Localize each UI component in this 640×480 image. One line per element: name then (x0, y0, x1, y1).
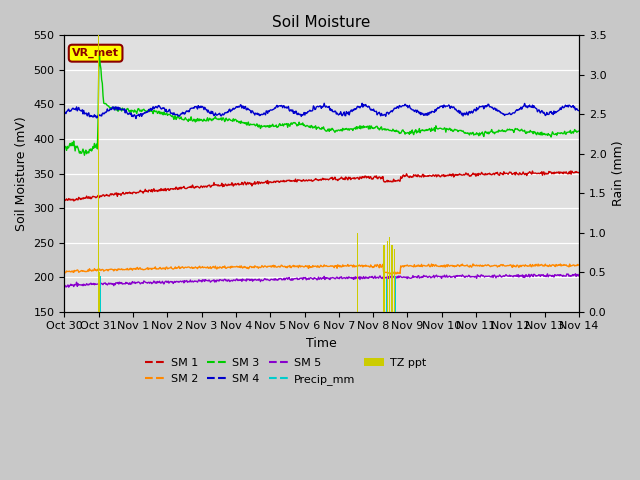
Text: VR_met: VR_met (72, 48, 119, 59)
Y-axis label: Soil Moisture (mV): Soil Moisture (mV) (15, 116, 28, 231)
Y-axis label: Rain (mm): Rain (mm) (612, 141, 625, 206)
Bar (390, 154, 392, 312)
Legend: SM 1, SM 2, SM 3, SM 4, SM 5, Precip_mm, TZ ppt: SM 1, SM 2, SM 3, SM 4, SM 5, Precip_mm,… (141, 354, 431, 389)
Bar (387, 240, 388, 312)
Bar (389, 237, 390, 312)
Bar (394, 249, 395, 312)
Bar (99, 272, 100, 312)
Title: Soil Moisture: Soil Moisture (273, 15, 371, 30)
Bar (98, 36, 99, 312)
Bar (100, 276, 101, 312)
Bar (357, 233, 358, 312)
Bar (391, 245, 393, 312)
Bar (383, 245, 385, 312)
Bar (395, 276, 396, 312)
Bar (386, 278, 387, 312)
X-axis label: Time: Time (307, 337, 337, 350)
